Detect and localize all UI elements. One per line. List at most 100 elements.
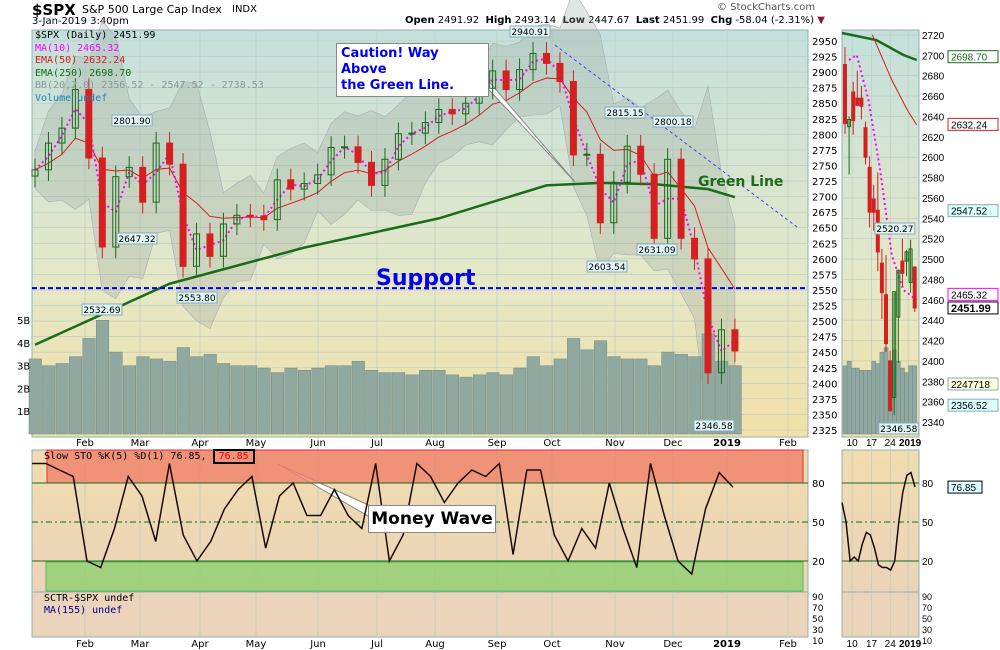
ma10-line: [34, 57, 736, 353]
candle-body: [623, 145, 631, 183]
price-label: 2346.58: [695, 422, 732, 432]
x-tick-label: Oct: [543, 639, 560, 650]
candle-body: [125, 166, 133, 178]
y-tick-label: 2450: [812, 348, 837, 359]
zoom-y-tick-label: 2640: [922, 112, 945, 123]
zoom-candle-body: [912, 266, 917, 309]
volume-bar: [176, 347, 190, 435]
zoom-volume-bar: [871, 360, 877, 435]
x-tick-label: 2019: [713, 639, 741, 650]
zoom-x-tick-label: 17: [866, 438, 878, 449]
zoom-y-tick-label: 2340: [922, 418, 945, 429]
y-tick-label: 2525: [812, 302, 837, 313]
y-tick-label: 2675: [812, 208, 837, 219]
ohlc-summary: Open 2491.92 High 2493.14 Low 2447.67 La…: [405, 15, 825, 26]
zoom-candle-body: [884, 294, 888, 345]
y-tick-label: 2475: [812, 333, 837, 344]
zoom-volume-bar: [867, 370, 872, 435]
zoom-candle-body: [892, 291, 897, 399]
x-tick-label: Oct: [543, 438, 560, 449]
x-tick-label: May: [246, 438, 267, 449]
zoom-y-tick-label: 2420: [922, 337, 945, 348]
price-label: 2532.69: [83, 306, 120, 316]
zoom-stoch-value-box: [947, 480, 983, 494]
zoom-y-tick-label: 2700: [922, 51, 945, 62]
zoom-value-label: 2632.24: [951, 120, 988, 131]
zoom-price-label: 2346.58: [880, 425, 917, 435]
volume-bar: [405, 374, 419, 435]
volume-tick-label: 2B: [17, 384, 30, 395]
volume-bar: [620, 358, 634, 435]
candle-body: [664, 158, 672, 239]
legend-volume: Volume undef: [35, 92, 108, 104]
candle-body: [354, 146, 362, 163]
price-label-box: [693, 419, 735, 432]
x-tick-label: 2019: [713, 438, 741, 449]
sctr-ma-legend: MA(155) undef: [44, 605, 123, 616]
money-wave-callout: Money Wave: [368, 505, 496, 533]
candle-body: [502, 70, 510, 91]
y-tick-label: 2650: [812, 224, 837, 235]
volume-bar: [271, 372, 285, 435]
caution-callout: Caution! Way Above the Green Line.: [336, 43, 489, 97]
caution-line-2: the Green Line.: [341, 78, 455, 93]
zoom-volume-bar: [855, 367, 860, 435]
price-label-box: [176, 291, 218, 304]
y-tick-label: 2375: [812, 395, 837, 406]
volume-bar: [594, 340, 608, 435]
zoom-sctr-tick-label: 90: [922, 592, 932, 602]
zoom-value-label: 2465.32: [951, 290, 988, 301]
legend-ema250: EMA(250) 2698.70: [35, 67, 132, 79]
volume-bar: [28, 358, 42, 435]
candle-body: [152, 142, 160, 203]
candle-body: [516, 69, 524, 91]
downtrend-line: [554, 44, 798, 228]
zoom-volume-bar: [879, 351, 885, 435]
x-tick-label: Jul: [370, 639, 383, 650]
zoom-y-tick-label: 2660: [922, 92, 945, 103]
price-label: 2800.18: [654, 118, 691, 128]
volume-bar: [311, 367, 325, 435]
volume-bar: [55, 363, 69, 435]
volume-bar: [136, 356, 150, 435]
zoom-stoch-tick-label: 80: [922, 479, 934, 490]
volume-tick-label: 4B: [17, 339, 30, 350]
volume-bar: [674, 354, 688, 435]
volume-bar: [324, 365, 338, 435]
y-tick-label: 2700: [812, 193, 837, 204]
volume-bar: [688, 356, 702, 435]
volume-bar: [472, 374, 486, 435]
x-tick-label: Nov: [605, 639, 625, 650]
zoom-y-tick-label: 2560: [922, 194, 945, 205]
candle-body: [98, 157, 106, 248]
zoom-candle-body: [904, 251, 909, 262]
zoom-x-tick-label: 24: [885, 438, 897, 449]
volume-bar: [647, 365, 661, 435]
candle-body: [691, 237, 699, 260]
zoom-value-label-box: [947, 301, 999, 315]
zoom-candle-body: [847, 119, 852, 128]
candle-body: [341, 146, 349, 149]
zoom-y-tick-label: 2360: [922, 398, 945, 409]
zoom-sctr-tick-label: 50: [922, 614, 932, 624]
y-tick-label: 2825: [812, 115, 837, 126]
y-tick-label: 2750: [812, 161, 837, 172]
y-tick-label: 2875: [812, 84, 837, 95]
volume-tick-label: 3B: [17, 362, 30, 373]
x-tick-label: Apr: [191, 438, 209, 449]
zoom-volume-bar: [850, 367, 856, 435]
volume-bar: [149, 358, 163, 435]
candle-body: [219, 223, 227, 257]
candle-body: [394, 133, 402, 160]
zoom-value-label-box: [947, 398, 999, 412]
zoom-volume-bar: [859, 370, 864, 435]
volume-bar: [553, 358, 567, 435]
candle-body: [246, 214, 254, 217]
last-label: Last: [635, 15, 660, 26]
stoch-tick-label: 20: [812, 557, 825, 568]
zoom-volume-bar: [846, 360, 852, 435]
volume-bar: [42, 365, 56, 435]
candle-body: [327, 146, 335, 176]
y-tick-label: 2625: [812, 239, 837, 250]
y-tick-label: 2350: [812, 410, 837, 421]
